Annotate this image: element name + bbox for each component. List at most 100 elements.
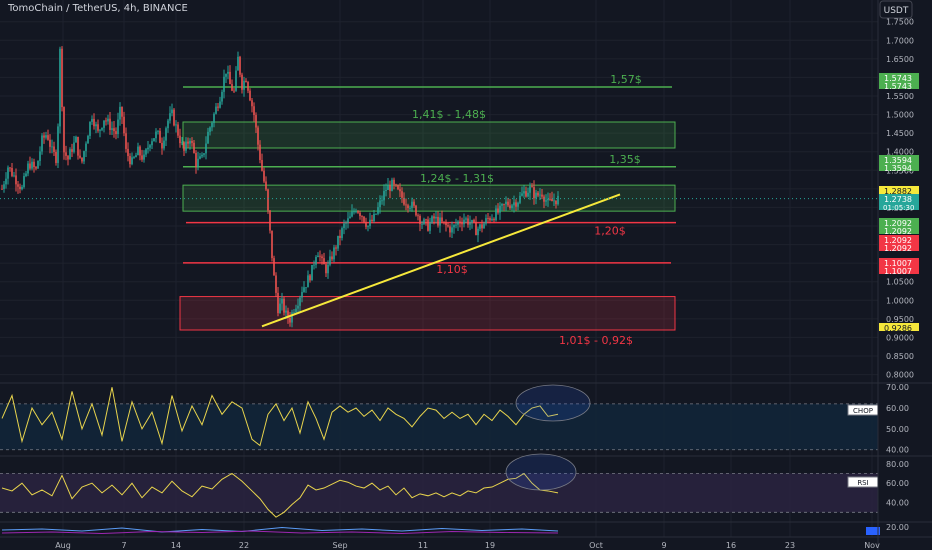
candle-body bbox=[547, 198, 549, 201]
candle-body bbox=[339, 235, 341, 238]
candle-body bbox=[3, 184, 5, 189]
zone-layer: 1,41$ - 1,48$ 1,24$ - 1,31$ 1,01$ - 0,92$ bbox=[179, 108, 676, 347]
candle-body bbox=[295, 308, 297, 313]
candle-body bbox=[475, 221, 477, 236]
price-tag bbox=[879, 163, 919, 171]
candle-body bbox=[321, 256, 323, 259]
candle-body bbox=[347, 218, 349, 223]
candle-body bbox=[513, 202, 515, 206]
zone-label: 1,24$ - 1,31$ bbox=[420, 172, 494, 185]
level-label: 1,57$ bbox=[610, 73, 642, 86]
candle-body bbox=[309, 275, 311, 281]
indicator-line bbox=[1, 387, 559, 447]
candle-body bbox=[133, 157, 135, 158]
candle-body bbox=[83, 151, 85, 162]
price-tag bbox=[879, 218, 919, 226]
candle-body bbox=[357, 211, 359, 213]
candle-body bbox=[553, 200, 555, 202]
candle-body bbox=[409, 207, 411, 209]
price-zone bbox=[182, 121, 676, 149]
candle-body bbox=[211, 122, 213, 128]
candle-body bbox=[515, 202, 517, 207]
time-tick-label: 7 bbox=[121, 541, 126, 550]
candle-body bbox=[537, 192, 539, 196]
candle-body bbox=[217, 106, 219, 108]
time-tick-label: Aug bbox=[55, 541, 71, 550]
candle-body bbox=[51, 146, 53, 148]
candle-body bbox=[135, 155, 137, 158]
time-tick-label: 11 bbox=[418, 541, 428, 550]
price-tag bbox=[879, 243, 919, 251]
candle-body bbox=[29, 163, 31, 169]
candlestick-series[interactable] bbox=[1, 46, 559, 328]
candle-body bbox=[145, 149, 147, 155]
level-label: 1,35$ bbox=[609, 153, 641, 166]
candle-body bbox=[223, 76, 225, 92]
price-tick-label: 1.0500 bbox=[886, 278, 914, 287]
candle-body bbox=[113, 128, 115, 132]
candle-body bbox=[495, 208, 497, 221]
chart-title: TomoChain / TetherUS, 4h, BINANCE bbox=[7, 3, 188, 14]
candle-body bbox=[65, 152, 67, 156]
candle-body bbox=[401, 191, 403, 198]
price-tag-label: 1.3594 bbox=[884, 164, 912, 173]
candle-body bbox=[123, 116, 125, 134]
candle-body bbox=[491, 218, 493, 221]
candle-body bbox=[115, 131, 117, 135]
candle-body bbox=[129, 156, 131, 165]
candle-body bbox=[121, 106, 123, 117]
indicator-tick-label: 60.00 bbox=[886, 479, 909, 488]
candle-body bbox=[377, 207, 379, 214]
candle-body bbox=[531, 186, 533, 188]
candle-body bbox=[193, 142, 195, 153]
candle-body bbox=[151, 141, 153, 146]
indicator-tick-label: 40.00 bbox=[886, 446, 909, 455]
price-tag-label: 1.3594 bbox=[884, 156, 912, 165]
candle-body bbox=[269, 210, 271, 231]
candle-body bbox=[529, 186, 531, 193]
price-tag bbox=[879, 266, 919, 274]
candle-body bbox=[245, 80, 247, 83]
indicator-band bbox=[0, 473, 878, 513]
candle-body bbox=[155, 131, 157, 139]
candle-body bbox=[41, 135, 43, 152]
candle-body bbox=[289, 317, 291, 323]
candle-body bbox=[481, 224, 483, 229]
candle-body bbox=[419, 215, 421, 225]
candle-body bbox=[413, 201, 415, 206]
chop-highlight-ellipse bbox=[515, 384, 591, 422]
candle-body bbox=[541, 194, 543, 197]
candle-body bbox=[353, 211, 355, 213]
price-tick-label: 1.6500 bbox=[886, 55, 914, 64]
candle-body bbox=[335, 247, 337, 249]
zone-label: 1,01$ - 0,92$ bbox=[559, 334, 633, 347]
price-tag bbox=[879, 73, 919, 81]
candle-body bbox=[177, 124, 179, 136]
candle-body bbox=[253, 106, 255, 116]
price-tick-label: 1.7000 bbox=[886, 36, 914, 45]
candle-body bbox=[305, 287, 307, 289]
currency-badge[interactable] bbox=[879, 0, 913, 19]
candle-body bbox=[381, 200, 383, 202]
candle-body bbox=[101, 127, 103, 130]
candle-body bbox=[215, 106, 217, 114]
candle-body bbox=[429, 222, 431, 231]
candle-body bbox=[1, 188, 3, 190]
candle-body bbox=[239, 56, 241, 75]
candle-body bbox=[273, 258, 275, 276]
candle-body bbox=[467, 218, 469, 225]
candle-body bbox=[173, 109, 175, 126]
trendline[interactable] bbox=[261, 193, 621, 328]
indicator-tick-label: 20.00 bbox=[886, 523, 909, 532]
price-tag bbox=[879, 81, 919, 89]
candle-body bbox=[233, 90, 235, 92]
candle-body bbox=[17, 184, 19, 187]
candle-body bbox=[141, 155, 143, 160]
candle-body bbox=[59, 48, 61, 127]
candle-body bbox=[99, 129, 101, 131]
candle-body bbox=[431, 216, 433, 223]
candle-body bbox=[105, 120, 107, 122]
candle-body bbox=[463, 219, 465, 225]
